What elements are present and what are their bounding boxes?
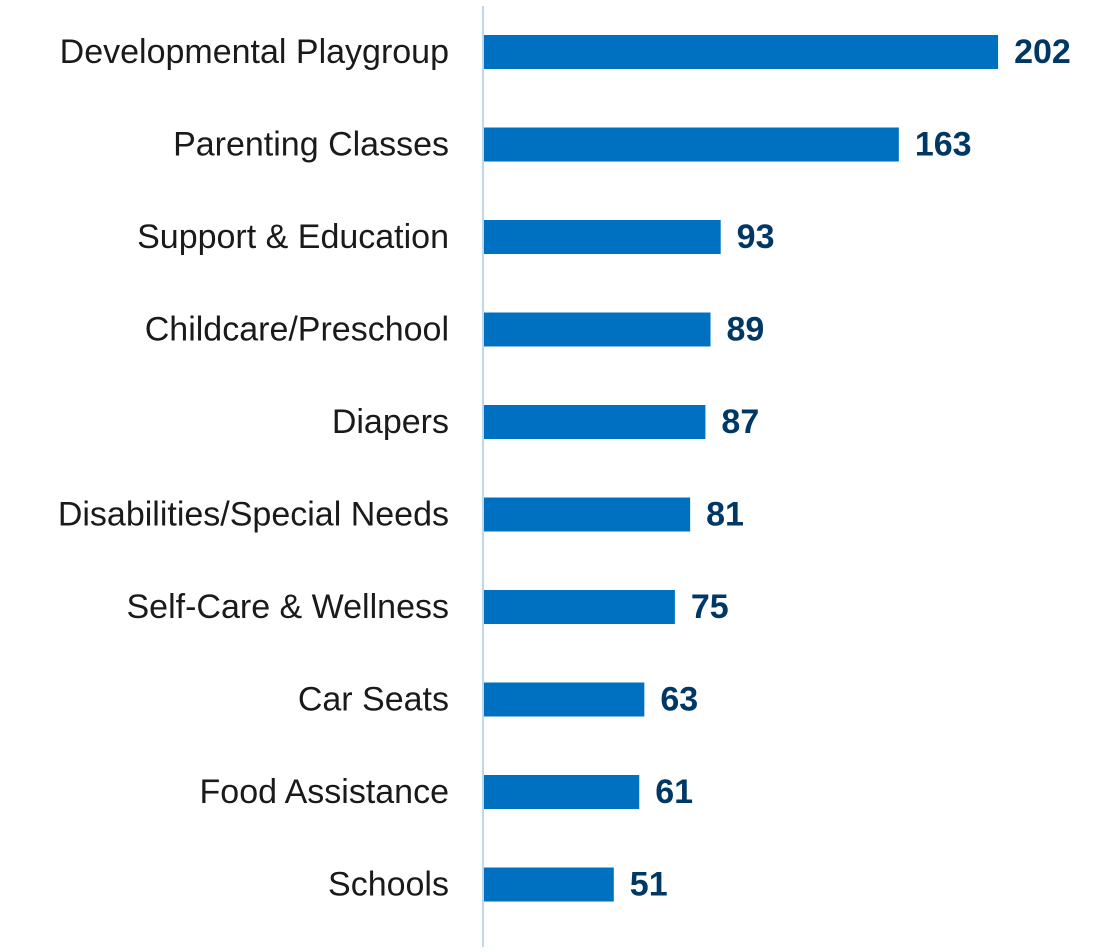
category-label: Support & Education (137, 218, 449, 256)
category-label: Parenting Classes (173, 126, 449, 164)
category-label: Disabilities/Special Needs (58, 496, 449, 534)
value-label: 75 (691, 588, 729, 626)
value-label: 61 (655, 773, 693, 811)
bars-group: Developmental Playgroup 202 Parenting Clas… (58, 33, 1071, 904)
value-label: 51 (630, 866, 668, 904)
bar (484, 497, 691, 532)
value-label: 163 (915, 126, 972, 164)
value-label: 81 (706, 496, 744, 534)
category-label: Self-Care & Wellness (127, 588, 450, 626)
value-label: 89 (727, 311, 765, 349)
value-label: 202 (1014, 33, 1071, 71)
category-label: Childcare/Preschool (145, 311, 449, 349)
category-label: Diapers (332, 403, 449, 441)
bar (484, 867, 614, 902)
bar (484, 127, 899, 162)
value-label: 93 (737, 218, 775, 256)
bar (484, 682, 645, 717)
category-label: Food Assistance (200, 773, 449, 811)
category-label: Developmental Playgroup (60, 33, 449, 71)
bar (484, 405, 706, 439)
category-label: Car Seats (298, 681, 449, 719)
category-label: Schools (328, 866, 449, 904)
value-label: 63 (660, 681, 698, 719)
bar (484, 775, 640, 809)
bar (484, 220, 721, 254)
value-label: 87 (721, 403, 759, 441)
bar (484, 35, 999, 69)
bar (484, 590, 675, 624)
bar (484, 312, 711, 347)
